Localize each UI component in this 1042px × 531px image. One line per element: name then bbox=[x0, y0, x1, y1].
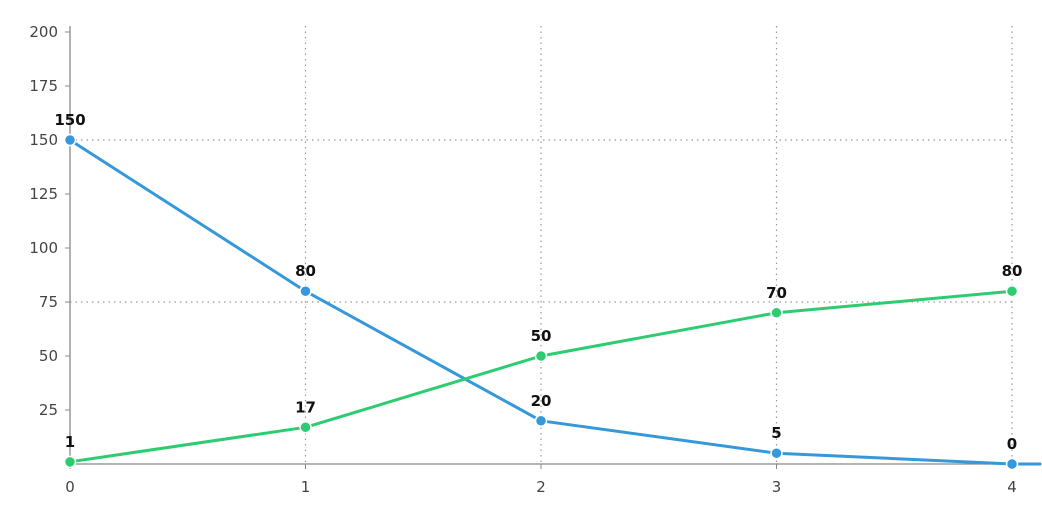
y-tick-label-1: 50 bbox=[39, 347, 58, 365]
x-tick-label-4: 4 bbox=[1007, 478, 1017, 496]
y-tick-label-4: 125 bbox=[29, 185, 58, 203]
series-0-point-1 bbox=[299, 284, 312, 298]
series-1-point-4 bbox=[1005, 284, 1019, 298]
series-line-1 bbox=[68, 289, 1014, 464]
x-tick-label-3: 3 bbox=[772, 478, 782, 496]
x-tick-label-1: 1 bbox=[301, 478, 311, 496]
x-tick-label-2: 2 bbox=[536, 478, 546, 496]
series-1-point-0 bbox=[63, 455, 77, 469]
series-1-label-1: 17 bbox=[295, 398, 316, 416]
series-0-label-0: 150 bbox=[54, 111, 85, 129]
y-tick-label-5: 150 bbox=[29, 131, 58, 149]
series-0-label-3: 5 bbox=[771, 424, 781, 442]
series-1-point-3 bbox=[770, 306, 783, 320]
series-0-label-4: 0 bbox=[1007, 435, 1017, 453]
y-tick-label-3: 100 bbox=[29, 239, 58, 257]
axes-layer bbox=[69, 26, 1040, 465]
y-tick-label-7: 200 bbox=[29, 23, 58, 41]
y-tick-label-0: 25 bbox=[39, 401, 58, 419]
series-0-point-4 bbox=[1005, 457, 1019, 471]
series-0-point-3 bbox=[770, 446, 783, 460]
x-tick-label-0: 0 bbox=[65, 478, 75, 496]
series-0-point-2 bbox=[534, 414, 548, 428]
series-1-point-2 bbox=[534, 349, 548, 363]
series-1-point-1 bbox=[299, 421, 312, 434]
series-0-label-2: 20 bbox=[531, 392, 552, 410]
series-1-label-4: 80 bbox=[1002, 262, 1023, 280]
series-layer bbox=[63, 133, 1042, 471]
series-0-point-0 bbox=[63, 133, 77, 147]
y-tick-label-2: 75 bbox=[39, 293, 58, 311]
series-1-label-3: 70 bbox=[766, 284, 787, 302]
y-tick-label-6: 175 bbox=[29, 77, 58, 95]
series-1-label-2: 50 bbox=[531, 327, 552, 345]
series-1-label-0: 1 bbox=[65, 433, 75, 451]
series-0-label-1: 80 bbox=[295, 262, 316, 280]
